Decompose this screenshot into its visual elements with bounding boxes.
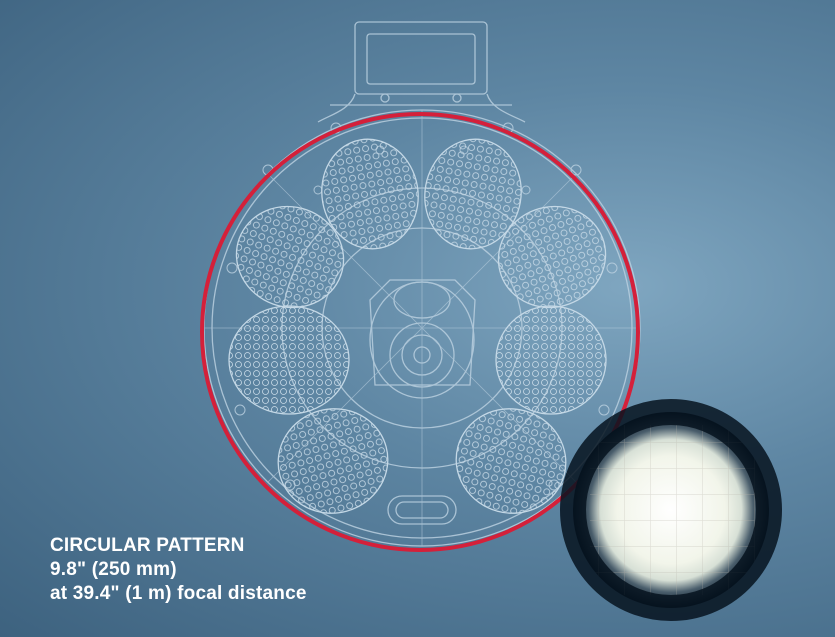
caption-size: 9.8" (250 mm) xyxy=(50,559,177,580)
caption-title: CIRCULAR PATTERN xyxy=(50,535,245,556)
led-array-3 xyxy=(235,205,345,309)
led-array-5 xyxy=(228,305,350,415)
light-spot-inset xyxy=(560,399,782,621)
caption-distance: at 39.4" (1 m) focal distance xyxy=(50,583,307,604)
pattern-caption: CIRCULAR PATTERN 9.8" (250 mm) at 39.4" … xyxy=(50,534,307,606)
led-array-8 xyxy=(455,408,567,514)
beam-pattern-circle xyxy=(200,112,640,552)
led-array-2 xyxy=(424,138,522,250)
led-arrays xyxy=(228,138,607,514)
led-array-4 xyxy=(497,205,607,309)
led-array-6 xyxy=(495,305,607,415)
led-array-1 xyxy=(321,138,419,250)
led-array-7 xyxy=(277,408,389,514)
